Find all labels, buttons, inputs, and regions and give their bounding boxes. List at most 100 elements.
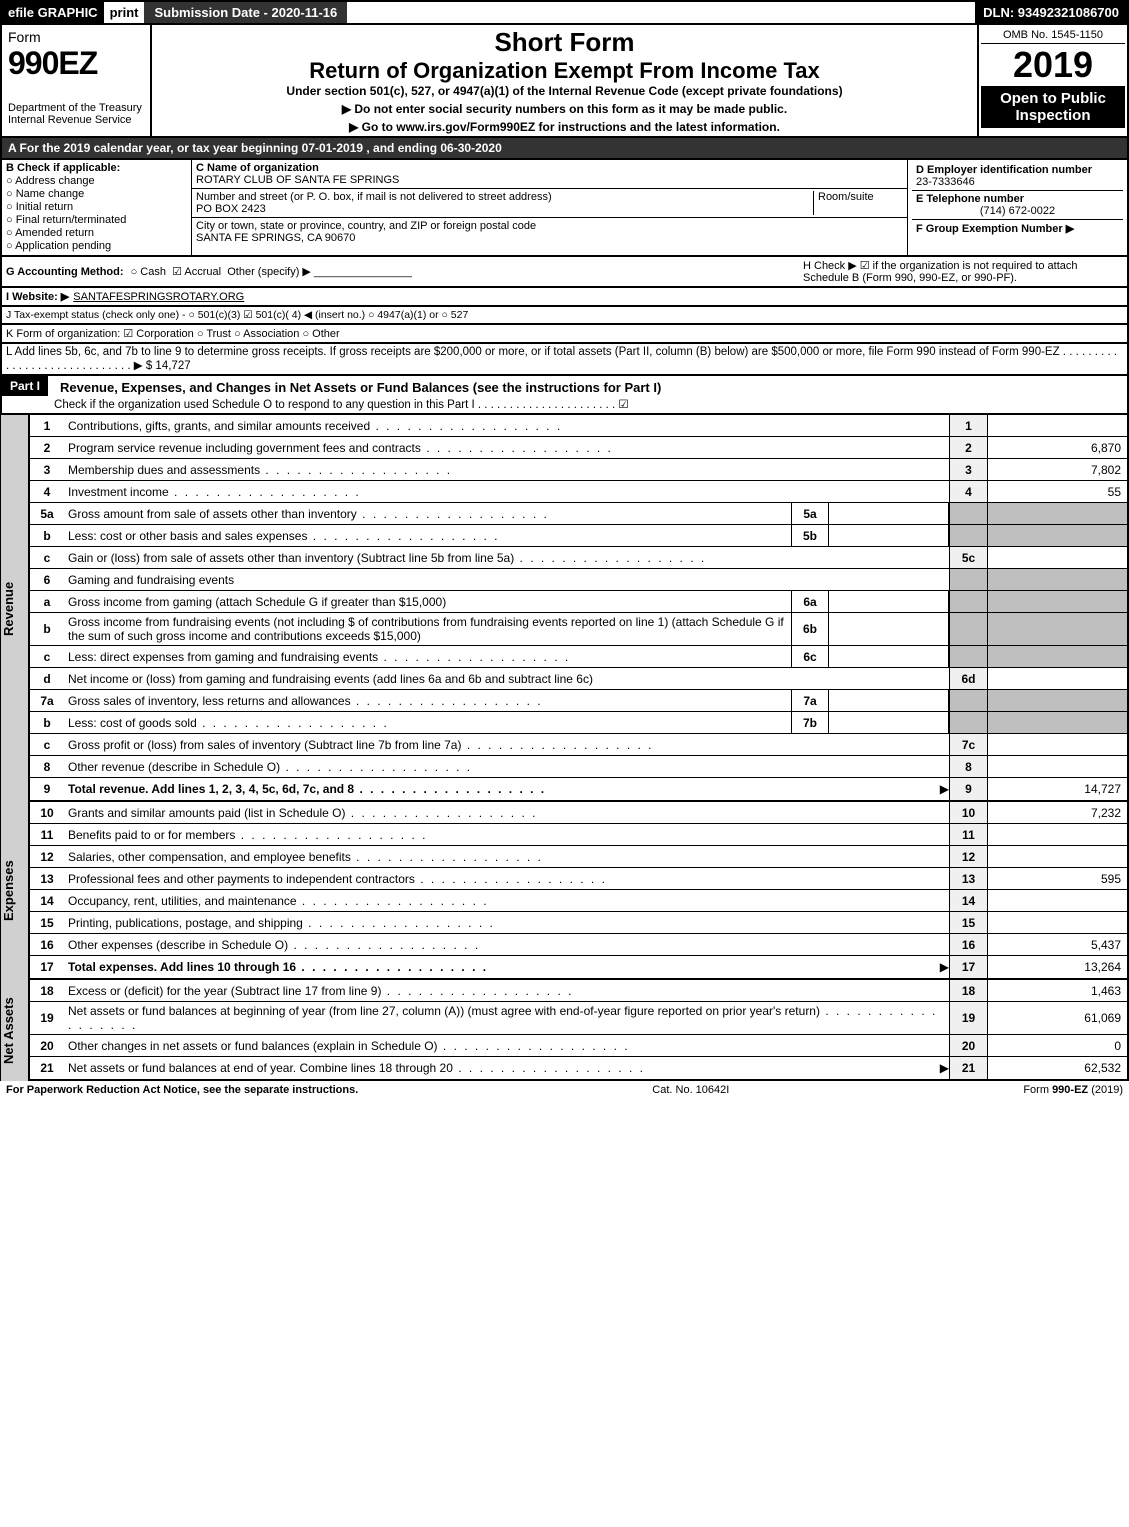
amt-5a-s [987, 503, 1127, 524]
num-19: 19 [949, 1002, 987, 1034]
open-public: Open to Public Inspection [981, 86, 1125, 128]
chk-initial-return[interactable]: Initial return [6, 201, 187, 213]
sub-6c: 6c [791, 646, 829, 667]
line-21: Net assets or fund balances at end of ye… [64, 1059, 933, 1077]
chk-amended-return[interactable]: Amended return [6, 227, 187, 239]
line-15: Printing, publications, postage, and shi… [64, 914, 949, 932]
under-section: Under section 501(c), 527, or 4947(a)(1)… [158, 84, 971, 98]
ssn-warning: ▶ Do not enter social security numbers o… [158, 102, 971, 116]
goto-link[interactable]: ▶ Go to www.irs.gov/Form990EZ for instru… [158, 120, 971, 134]
g-cash[interactable]: Cash [140, 266, 166, 278]
row-I: I Website: ▶ SANTAFESPRINGSROTARY.ORG [0, 288, 1129, 307]
ein: 23-7333646 [916, 176, 1119, 188]
num-8: 8 [949, 756, 987, 777]
row-J: J Tax-exempt status (check only one) - ○… [0, 307, 1129, 325]
g-accrual[interactable]: Accrual [184, 266, 221, 278]
form-number: 990EZ [8, 45, 144, 82]
line-20: Other changes in net assets or fund bala… [64, 1037, 949, 1055]
subval-6b [829, 613, 949, 645]
room-suite-label: Room/suite [813, 191, 903, 215]
num-6a-s [949, 591, 987, 612]
amt-20: 0 [987, 1035, 1127, 1056]
subval-7a [829, 690, 949, 711]
line-14: Occupancy, rent, utilities, and maintena… [64, 892, 949, 910]
line-12: Salaries, other compensation, and employ… [64, 848, 949, 866]
D-label: D Employer identification number [916, 164, 1119, 176]
org-city: SANTA FE SPRINGS, CA 90670 [196, 232, 903, 244]
g-other[interactable]: Other (specify) ▶ [227, 266, 311, 278]
num-3: 3 [949, 459, 987, 480]
amt-9: 14,727 [987, 778, 1127, 800]
E-label: E Telephone number [916, 193, 1119, 205]
efile-label: efile GRAPHIC [2, 2, 104, 23]
line-5c: Gain or (loss) from sale of assets other… [64, 549, 949, 567]
amt-2: 6,870 [987, 437, 1127, 458]
num-15: 15 [949, 912, 987, 933]
num-17: 17 [949, 956, 987, 978]
chk-final-return[interactable]: Final return/terminated [6, 214, 187, 226]
part1-header: Part I Revenue, Expenses, and Changes in… [0, 376, 1129, 415]
dln: DLN: 93492321086700 [975, 2, 1127, 23]
line-6b: Gross income from fundraising events (no… [64, 613, 791, 645]
amt-6c-s [987, 646, 1127, 667]
L-text: L Add lines 5b, 6c, and 7b to line 9 to … [6, 346, 1123, 372]
G-label: G Accounting Method: [6, 266, 124, 278]
amt-6-s [987, 569, 1127, 590]
part1-label: Part I [2, 376, 48, 396]
J-text: J Tax-exempt status (check only one) - ○… [6, 309, 468, 321]
num-11: 11 [949, 824, 987, 845]
subval-7b [829, 712, 949, 733]
line-13: Professional fees and other payments to … [64, 870, 949, 888]
netassets-table: 18Excess or (deficit) for the year (Subt… [28, 980, 1129, 1081]
chk-address-change[interactable]: Address change [6, 175, 187, 187]
short-form-title: Short Form [158, 27, 971, 58]
row-A: A For the 2019 calendar year, or tax yea… [0, 138, 1129, 160]
num-5b-s [949, 525, 987, 546]
side-expenses: Expenses [0, 802, 28, 980]
city-label: City or town, state or province, country… [196, 220, 903, 232]
amt-3: 7,802 [987, 459, 1127, 480]
line-2: Program service revenue including govern… [64, 439, 949, 457]
num-2: 2 [949, 437, 987, 458]
row-L: L Add lines 5b, 6c, and 7b to line 9 to … [0, 344, 1129, 376]
line-6c: Less: direct expenses from gaming and fu… [64, 648, 791, 666]
row-K: K Form of organization: ☑ Corporation ○ … [0, 325, 1129, 344]
line-17: Total expenses. Add lines 10 through 16 [64, 958, 933, 976]
chk-application-pending[interactable]: Application pending [6, 240, 187, 252]
num-12: 12 [949, 846, 987, 867]
amt-1 [987, 415, 1127, 436]
K-text: K Form of organization: ☑ Corporation ○ … [6, 327, 340, 340]
num-5c: 5c [949, 547, 987, 568]
website[interactable]: SANTAFESPRINGSROTARY.ORG [73, 291, 244, 303]
num-6c-s [949, 646, 987, 667]
form-word: Form [8, 29, 144, 45]
amt-7c [987, 734, 1127, 755]
amt-18: 1,463 [987, 980, 1127, 1001]
expenses-table: 10Grants and similar amounts paid (list … [28, 802, 1129, 980]
line-10: Grants and similar amounts paid (list in… [64, 804, 949, 822]
amt-15 [987, 912, 1127, 933]
amt-14 [987, 890, 1127, 911]
chk-name-change[interactable]: Name change [6, 188, 187, 200]
footer-left: For Paperwork Reduction Act Notice, see … [6, 1084, 358, 1096]
num-13: 13 [949, 868, 987, 889]
tax-year: 2019 [981, 44, 1125, 86]
subval-5a [829, 503, 949, 524]
tax-year-period: A For the 2019 calendar year, or tax yea… [2, 138, 1127, 158]
entity-grid: B Check if applicable: Address change Na… [0, 160, 1129, 257]
side-netassets: Net Assets [0, 980, 28, 1081]
line-4: Investment income [64, 483, 949, 501]
subval-6c [829, 646, 949, 667]
topbar: efile GRAPHIC print Submission Date - 20… [0, 0, 1129, 25]
num-20: 20 [949, 1035, 987, 1056]
line-6d: Net income or (loss) from gaming and fun… [64, 670, 949, 688]
line-11: Benefits paid to or for members [64, 826, 949, 844]
return-title: Return of Organization Exempt From Incom… [158, 58, 971, 84]
print-link[interactable]: print [104, 2, 145, 23]
footer: For Paperwork Reduction Act Notice, see … [0, 1081, 1129, 1099]
part1-check: Check if the organization used Schedule … [54, 397, 1121, 411]
side-revenue: Revenue [0, 415, 28, 802]
col-B: B Check if applicable: Address change Na… [2, 160, 192, 255]
amt-7a-s [987, 690, 1127, 711]
line-3: Membership dues and assessments [64, 461, 949, 479]
